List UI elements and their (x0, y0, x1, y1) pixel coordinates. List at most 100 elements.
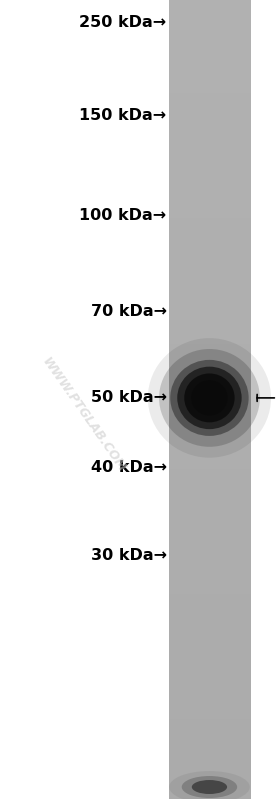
Bar (169, 373, 251, 376)
Bar (169, 210, 251, 213)
Bar (169, 16, 251, 18)
Bar (169, 301, 251, 304)
Bar (169, 402, 251, 405)
Bar (169, 248, 251, 250)
Bar (169, 149, 251, 152)
Bar (169, 389, 251, 392)
Bar (169, 88, 251, 90)
Bar (169, 594, 251, 597)
Bar (169, 384, 251, 386)
Bar (169, 370, 251, 373)
Bar (169, 679, 251, 682)
Bar (169, 655, 251, 658)
Bar (169, 527, 251, 530)
Bar (169, 186, 251, 189)
Bar (169, 32, 251, 34)
Bar (169, 498, 251, 501)
Bar (169, 312, 251, 314)
Bar (169, 128, 251, 130)
Bar (169, 773, 251, 775)
Bar (169, 58, 251, 62)
Bar (169, 777, 251, 781)
Bar (169, 650, 251, 653)
Bar (169, 54, 251, 56)
Bar (169, 741, 251, 743)
Bar (169, 597, 251, 599)
Bar (169, 682, 251, 685)
Bar (169, 157, 251, 160)
Bar (169, 122, 251, 125)
Bar (169, 415, 251, 418)
Bar (169, 533, 251, 535)
Bar (169, 325, 251, 328)
Bar (169, 26, 251, 30)
Bar (169, 591, 251, 594)
Bar (169, 450, 251, 453)
Bar (169, 74, 251, 78)
Ellipse shape (182, 776, 237, 798)
Bar (169, 765, 251, 767)
Bar (169, 48, 251, 50)
Bar (169, 365, 251, 368)
Bar (169, 130, 251, 133)
Bar (169, 38, 251, 40)
Bar (169, 549, 251, 551)
Bar (169, 698, 251, 701)
Bar (169, 344, 251, 346)
Bar (169, 567, 251, 570)
Bar (169, 96, 251, 98)
Bar (169, 280, 251, 282)
Bar (169, 213, 251, 216)
Bar (169, 42, 251, 46)
Bar (169, 376, 251, 378)
Bar (169, 626, 251, 629)
Bar (169, 530, 251, 533)
Bar (169, 104, 251, 106)
Bar (169, 125, 251, 128)
Bar (169, 40, 251, 42)
Bar (169, 535, 251, 538)
Ellipse shape (184, 373, 235, 423)
Bar (169, 82, 251, 85)
Bar (169, 30, 251, 32)
Bar (169, 791, 251, 793)
Bar (169, 453, 251, 455)
Bar (169, 80, 251, 82)
Bar (169, 90, 251, 93)
Bar (169, 717, 251, 719)
Bar (169, 170, 251, 173)
Bar (169, 64, 251, 66)
Bar (169, 463, 251, 466)
Bar (169, 639, 251, 642)
Bar (169, 647, 251, 650)
Bar (169, 477, 251, 479)
Ellipse shape (191, 380, 228, 415)
Bar (169, 298, 251, 301)
Bar (169, 583, 251, 586)
Bar (169, 146, 251, 149)
Bar (169, 517, 251, 519)
Bar (169, 397, 251, 400)
Bar (169, 226, 251, 229)
Bar (169, 613, 251, 615)
Bar (169, 229, 251, 232)
Bar (169, 693, 251, 695)
Text: 250 kDa→: 250 kDa→ (80, 15, 167, 30)
Bar (169, 751, 251, 753)
Bar (169, 112, 251, 114)
Bar (169, 189, 251, 192)
Bar (169, 277, 251, 280)
Bar (169, 202, 251, 205)
Bar (169, 677, 251, 679)
Bar (169, 338, 251, 341)
Bar (169, 479, 251, 482)
Bar (169, 757, 251, 759)
Bar (169, 674, 251, 677)
Bar (169, 759, 251, 761)
Bar (169, 607, 251, 610)
Text: 100 kDa→: 100 kDa→ (80, 209, 167, 223)
Bar (169, 725, 251, 727)
Bar (169, 501, 251, 503)
Bar (169, 785, 251, 789)
Ellipse shape (169, 771, 250, 799)
